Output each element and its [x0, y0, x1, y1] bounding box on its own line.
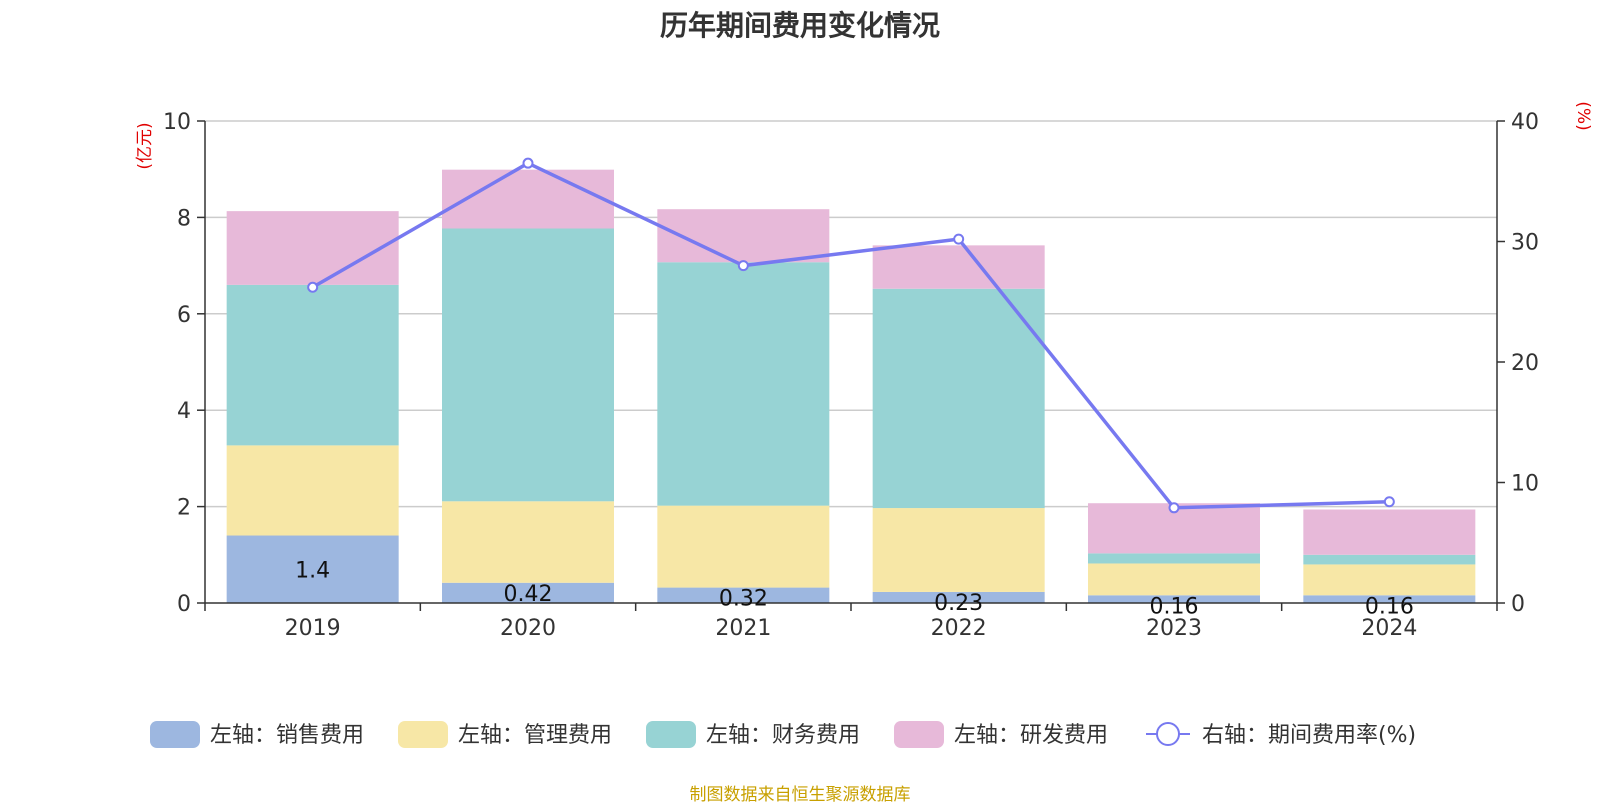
bar-segment-3	[1088, 553, 1260, 564]
bar-segment-1	[1303, 595, 1476, 603]
rate-point	[522, 157, 534, 169]
bar-segment-3	[1303, 554, 1476, 565]
legend: 左轴：销售费用 左轴：管理费用 左轴：财务费用 左轴：研发费用 右轴：期间费用率(%)	[150, 721, 1416, 748]
legend-label-5: 右轴：期间费用率(%)	[1202, 723, 1416, 748]
legend-label-1: 左轴：销售费用	[210, 723, 364, 748]
rate-line-path	[311, 161, 1390, 510]
legend-swatch-3	[646, 721, 696, 748]
right-axis-unit: (%)	[1573, 101, 1593, 130]
legend-swatch-1	[150, 721, 200, 748]
bar-segment-1	[1088, 595, 1260, 603]
bar-segment-3	[226, 284, 399, 446]
bar-data-label: 0.32	[719, 587, 768, 612]
right-axis-tick-label: 0	[1511, 592, 1525, 617]
bar-segment-4	[226, 211, 399, 285]
bar-data-label: 0.42	[504, 582, 553, 607]
bar-segment-2	[442, 501, 614, 583]
right-axis-tick-label: 40	[1511, 110, 1539, 135]
right-axis-tick-label: 30	[1511, 231, 1539, 256]
bar-segment-2	[226, 445, 399, 536]
grid-lines	[205, 120, 1497, 508]
bar-segment-4	[442, 169, 614, 229]
left-axis-tick-label: 4	[177, 399, 191, 424]
bar-segment-3	[657, 262, 830, 506]
left-axis-unit: (亿元)	[135, 122, 155, 169]
bar-segment-3	[442, 228, 614, 502]
bar-data-label: 0.16	[1365, 594, 1414, 619]
rate-point	[1383, 496, 1395, 508]
bar-segment-2	[657, 505, 830, 588]
right-axis-tick-label: 10	[1511, 472, 1539, 497]
source-note: 制图数据来自恒生聚源数据库	[689, 785, 911, 805]
bar-data-label: 0.16	[1150, 594, 1199, 619]
rate-point	[307, 281, 319, 293]
legend-point-swatch	[1156, 722, 1180, 746]
x-axis-tick-label: 2024	[1361, 616, 1417, 641]
bar-segment-1	[872, 591, 1045, 603]
legend-label-2: 左轴：管理费用	[458, 723, 612, 748]
bar-data-label: 1.4	[295, 558, 330, 583]
bar-segment-4	[872, 245, 1045, 289]
x-axis-tick-label: 2023	[1146, 616, 1202, 641]
bar-segment-4	[657, 209, 830, 263]
rate-point	[1168, 502, 1180, 514]
bars	[226, 169, 1476, 603]
bar-segment-1	[657, 587, 830, 603]
legend-swatch-2	[398, 721, 448, 748]
left-axis-tick-label: 0	[177, 592, 191, 617]
bar-segment-2	[1303, 564, 1476, 596]
bar-segment-3	[872, 288, 1045, 509]
rate-point	[737, 260, 749, 272]
bar-segment-2	[872, 508, 1045, 592]
legend-label-4: 左轴：研发费用	[954, 723, 1108, 748]
left-axis-tick-label: 2	[177, 496, 191, 521]
x-axis-tick-label: 2020	[500, 616, 556, 641]
left-axis-tick-label: 6	[177, 303, 191, 328]
x-axis-tick-label: 2021	[715, 616, 771, 641]
legend-swatch-4	[894, 721, 944, 748]
bar-segment-1	[442, 582, 614, 603]
data-labels: 1.4 0.42 0.32 0.23 0.16 0.16	[295, 558, 1414, 619]
bar-data-label: 0.23	[934, 591, 983, 616]
axes: 0 2 4 6 8 10 0 10 20 30 40 (亿元) (%) 2019 2020 2021 2022 2…	[135, 101, 1593, 641]
right-axis-tick-label: 20	[1511, 351, 1539, 376]
x-axis-tick-label: 2022	[931, 616, 987, 641]
legend-label-3: 左轴：财务费用	[706, 723, 860, 748]
bar-segment-1	[226, 535, 399, 603]
left-axis-tick-label: 8	[177, 206, 191, 231]
bar-segment-4	[1303, 509, 1476, 555]
x-axis-tick-label: 2019	[285, 616, 341, 641]
bar-segment-2	[1088, 563, 1260, 596]
rate-line	[307, 157, 1395, 514]
left-axis-tick-label: 10	[163, 110, 191, 135]
chart-title: 历年期间费用变化情况	[659, 9, 940, 42]
rate-point	[953, 233, 965, 245]
